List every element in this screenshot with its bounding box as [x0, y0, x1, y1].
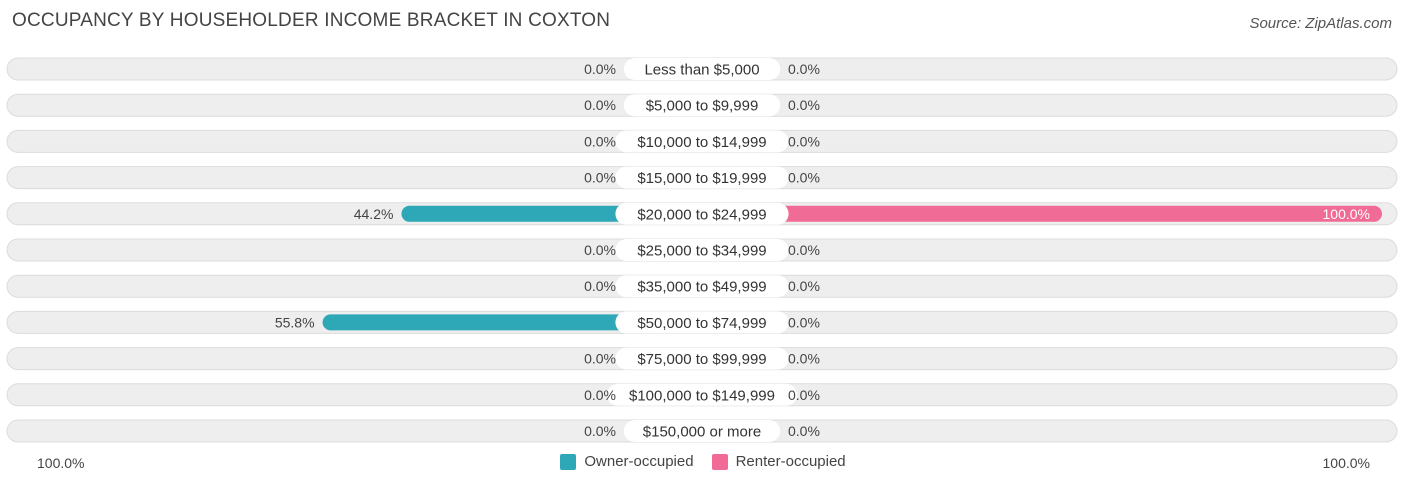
- category-pill: [623, 94, 781, 117]
- category-label: $35,000 to $49,999: [637, 279, 766, 296]
- category-pill: [615, 311, 789, 334]
- category-label: $10,000 to $14,999: [637, 134, 766, 151]
- legend-label-owner: Owner-occupied: [584, 453, 694, 470]
- category-pill: [615, 239, 789, 261]
- category-label: $5,000 to $9,999: [646, 98, 759, 115]
- renter-value-label: 0.0%: [788, 97, 820, 113]
- category-pill: [623, 58, 781, 80]
- chart-canvas: Less than $5,000 0.0% 0.0% $5,000 to $9,999…: [6, 57, 1398, 443]
- renter-value-label: 0.0%: [788, 423, 820, 439]
- renter-value-label: 0.0%: [788, 242, 820, 258]
- category-pill: [615, 130, 789, 153]
- renter-value-label: 0.0%: [788, 278, 820, 294]
- legend-item-renter[interactable]: Renter-occupied: [711, 453, 846, 470]
- owner-value-label: 0.0%: [584, 423, 616, 439]
- renter-bar: [702, 205, 1382, 222]
- renter-value-label: 0.0%: [788, 133, 820, 149]
- category-label: $15,000 to $19,999: [637, 170, 766, 187]
- renter-value-label: 0.0%: [788, 61, 820, 77]
- category-label: Less than $5,000: [644, 62, 759, 79]
- axis-right-label: 100.0%: [1322, 455, 1370, 471]
- owner-value-label: 0.0%: [584, 387, 616, 403]
- category-pill: [615, 166, 789, 189]
- category-label: $75,000 to $99,999: [637, 351, 766, 368]
- owner-value-label: 0.0%: [584, 278, 616, 294]
- owner-value-label: 0.0%: [584, 242, 616, 258]
- category-pill: [615, 202, 789, 225]
- category-label: $100,000 to $149,999: [629, 387, 775, 404]
- category-pill: [615, 275, 789, 298]
- legend-swatch-owner: [560, 453, 577, 470]
- renter-value-label: 0.0%: [788, 351, 820, 367]
- category-pill: [615, 347, 789, 370]
- category-label: $150,000 or more: [643, 424, 761, 441]
- renter-value-label: 0.0%: [788, 387, 820, 403]
- owner-value-label: 0.0%: [584, 61, 616, 77]
- legend: Owner-occupied Renter-occupied: [0, 453, 1406, 470]
- legend-item-owner[interactable]: Owner-occupied: [560, 453, 694, 470]
- renter-value-label: 0.0%: [788, 314, 820, 330]
- owner-value-label: 0.0%: [584, 97, 616, 113]
- category-pill: [607, 383, 797, 406]
- legend-label-renter: Renter-occupied: [735, 453, 846, 470]
- owner-value-label: 0.0%: [584, 351, 616, 367]
- category-label: $25,000 to $34,999: [637, 243, 766, 260]
- renter-value-label: 100.0%: [1323, 206, 1370, 222]
- owner-bar: [322, 314, 702, 331]
- chart-title: OCCUPANCY BY HOUSEHOLDER INCOME BRACKET …: [12, 10, 611, 31]
- owner-value-label: 0.0%: [584, 170, 616, 186]
- renter-value-label: 0.0%: [788, 170, 820, 186]
- source-note: Source: ZipAtlas.com: [1249, 15, 1392, 32]
- axis-left-label: 100.0%: [37, 455, 85, 471]
- category-label: $20,000 to $24,999: [637, 206, 766, 223]
- legend-swatch-renter: [711, 453, 728, 470]
- category-pill: [623, 420, 781, 442]
- category-label: $50,000 to $74,999: [637, 315, 766, 332]
- owner-value-label: 0.0%: [584, 133, 616, 149]
- owner-value-label: 55.8%: [275, 314, 315, 330]
- owner-value-label: 44.2%: [354, 206, 394, 222]
